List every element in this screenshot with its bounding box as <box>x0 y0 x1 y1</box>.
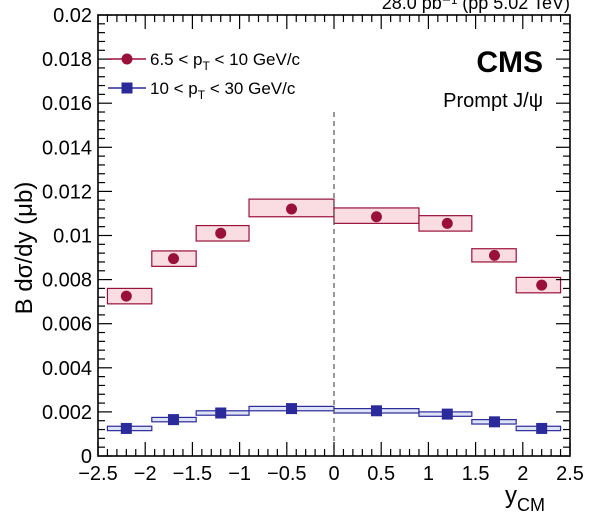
x-tick-label: 1.5 <box>462 463 490 485</box>
data-point-circle <box>215 227 227 239</box>
legend-label: 6.5 < pT < 10 GeV/c <box>150 50 301 73</box>
x-axis-title: yCM <box>505 482 545 515</box>
data-point-square <box>441 408 453 420</box>
data-point-circle <box>536 279 548 291</box>
data-markers <box>120 203 548 434</box>
y-tick-label: 0.006 <box>42 314 92 336</box>
y-tick-label: 0.012 <box>42 181 92 203</box>
legend-marker-square <box>121 82 133 94</box>
data-point-circle <box>286 203 298 215</box>
y-tick-label: 0.014 <box>42 137 92 159</box>
legend-marker-circle <box>121 53 133 65</box>
experiment-label: CMS <box>476 46 543 79</box>
legend: 6.5 < pT < 10 GeV/c 10 < pT < 30 GeV/c <box>108 50 301 102</box>
data-point-circle <box>168 253 180 265</box>
x-tick-label: −0.5 <box>267 463 306 485</box>
data-point-square <box>370 405 382 417</box>
x-tick-label: 0.5 <box>367 463 395 485</box>
y-tick-label: 0.004 <box>42 358 92 380</box>
x-tick-label: −1.5 <box>173 463 212 485</box>
luminosity-label: 28.0 pb⁻¹ (pp 5.02 TeV) <box>382 0 570 13</box>
data-point-square <box>286 403 298 415</box>
x-tick-label: −2.5 <box>78 463 117 485</box>
y-axis-title: B dσ/dy (μb) <box>11 182 38 315</box>
x-tick-label: 0 <box>328 463 339 485</box>
axis-tick-labels: −2.5 −2 −1.5 −1 −0.5 0 0.5 1 1.5 2 2.5 0 0.002 0.004 0… <box>42 5 584 485</box>
x-tick-label: −1 <box>228 463 251 485</box>
x-tick-label: 2.5 <box>556 463 584 485</box>
x-tick-label: −2 <box>134 463 157 485</box>
data-point-circle <box>370 211 382 223</box>
axis-ticks <box>97 14 571 457</box>
y-tick-label: 0 <box>81 446 92 468</box>
x-tick-label: 1 <box>423 463 434 485</box>
data-point-square <box>168 414 180 426</box>
y-tick-label: 0.018 <box>42 49 92 71</box>
process-label: Prompt J/ψ <box>443 90 543 112</box>
y-tick-label: 0.002 <box>42 402 92 424</box>
y-tick-label: 0.016 <box>42 93 92 115</box>
x-tick-label: 2 <box>517 463 528 485</box>
data-point-square <box>488 416 500 428</box>
y-tick-label: 0.01 <box>53 226 92 248</box>
data-point-square <box>120 422 132 434</box>
y-tick-label: 0.02 <box>53 5 92 27</box>
legend-label: 10 < pT < 30 GeV/c <box>150 79 296 102</box>
data-point-circle <box>441 217 453 229</box>
data-point-circle <box>488 249 500 261</box>
data-point-square <box>215 407 227 419</box>
data-point-circle <box>120 290 132 302</box>
y-tick-label: 0.008 <box>42 270 92 292</box>
data-point-square <box>536 422 548 434</box>
